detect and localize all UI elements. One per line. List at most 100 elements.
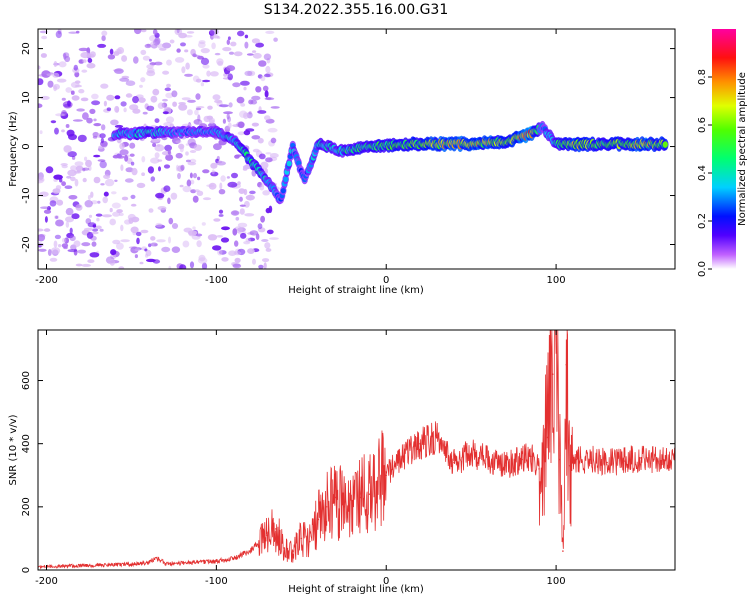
noise-blob [192,195,199,203]
noise-blob [131,167,138,176]
noise-blob [214,52,221,56]
noise-blob [71,95,80,101]
noise-blob [84,156,88,161]
noise-blob [177,172,181,180]
noise-blob [61,181,66,187]
noise-blob [103,174,111,179]
noise-blob [265,97,272,100]
noise-blob [39,130,43,135]
noise-blob [67,249,78,253]
noise-blob [91,100,101,106]
noise-blob [190,179,195,185]
noise-blob [252,50,257,53]
noise-blob [91,231,99,235]
noise-blob [212,245,222,251]
snr-data-point [359,496,362,499]
noise-blob [91,241,97,247]
noise-blob [148,208,154,213]
snr-data-point [487,458,489,461]
noise-blob [263,262,267,269]
noise-blob [85,159,92,168]
noise-blob [50,247,61,255]
noise-blob [178,103,188,111]
snr-data-point [558,458,561,461]
noise-blob [233,251,242,256]
noise-blob [197,41,206,49]
noise-blob [232,82,241,88]
noise-blob [81,69,88,73]
noise-blob [211,42,216,50]
noise-blob [75,263,83,267]
snr-data-point [640,457,642,459]
noise-blob [77,134,87,143]
noise-blob [193,144,202,151]
noise-blob [188,231,196,237]
noise-blob [124,178,134,183]
noise-blob [109,218,116,226]
noise-blob [150,176,156,182]
noise-blob [222,47,232,52]
noise-blob [231,172,238,179]
noise-blob [239,204,246,207]
noise-blob [262,258,270,263]
noise-blob [266,229,274,235]
ridge-point [662,141,668,148]
noise-blob [202,79,211,83]
noise-blob [150,41,157,47]
noise-blob [40,95,50,100]
noise-blob [130,203,137,207]
spectrogram-xtick-label: -200 [35,275,58,286]
noise-blob [38,244,42,248]
noise-blob [195,78,202,83]
noise-blob [134,248,141,252]
noise-blob [139,261,144,265]
noise-blob [206,184,215,187]
noise-blob [216,36,221,39]
noise-blob [220,175,226,182]
noise-blob [182,185,192,193]
noise-blob [87,194,91,201]
noise-blob [130,194,136,199]
snr-frame [37,329,676,571]
noise-blob [154,118,160,123]
noise-blob [126,157,133,165]
noise-blob [49,200,57,207]
figure-title: S134.2022.355.16.00.G31 [264,2,449,18]
spectrogram-xtick-label: 100 [547,275,566,286]
noise-blob [255,42,264,48]
noise-blob [163,164,171,169]
noise-blob [109,259,116,266]
noise-blob [140,29,147,33]
noise-blob [65,207,74,216]
noise-blob [101,142,108,148]
noise-blob [146,43,151,47]
noise-blob [111,191,117,195]
noise-blob [53,61,58,67]
noise-blob [273,37,278,42]
noise-blob [70,165,78,172]
noise-blob [243,130,251,136]
snr-data-point [96,564,99,567]
noise-blob [39,30,48,34]
noise-blob [61,129,65,133]
noise-blob [166,83,171,88]
noise-blob [165,92,174,99]
noise-blob [40,53,48,58]
noise-blob [244,41,249,49]
snr-data-point [623,460,625,462]
noise-blob [175,164,180,172]
noise-blob [154,152,160,159]
noise-blob [61,97,66,101]
noise-blob [43,209,52,214]
spectrogram-xlabel: Height of straight line (km) [288,285,424,296]
noise-blob [53,240,58,248]
noise-blob [212,94,221,101]
noise-blob [157,43,164,49]
noise-blob [127,213,136,221]
noise-blob [237,121,245,129]
noise-blob [202,197,212,201]
ridge-point [286,160,292,167]
noise-blob [76,108,85,112]
colorbar-label: Normalized spectral amplitude [737,72,748,226]
